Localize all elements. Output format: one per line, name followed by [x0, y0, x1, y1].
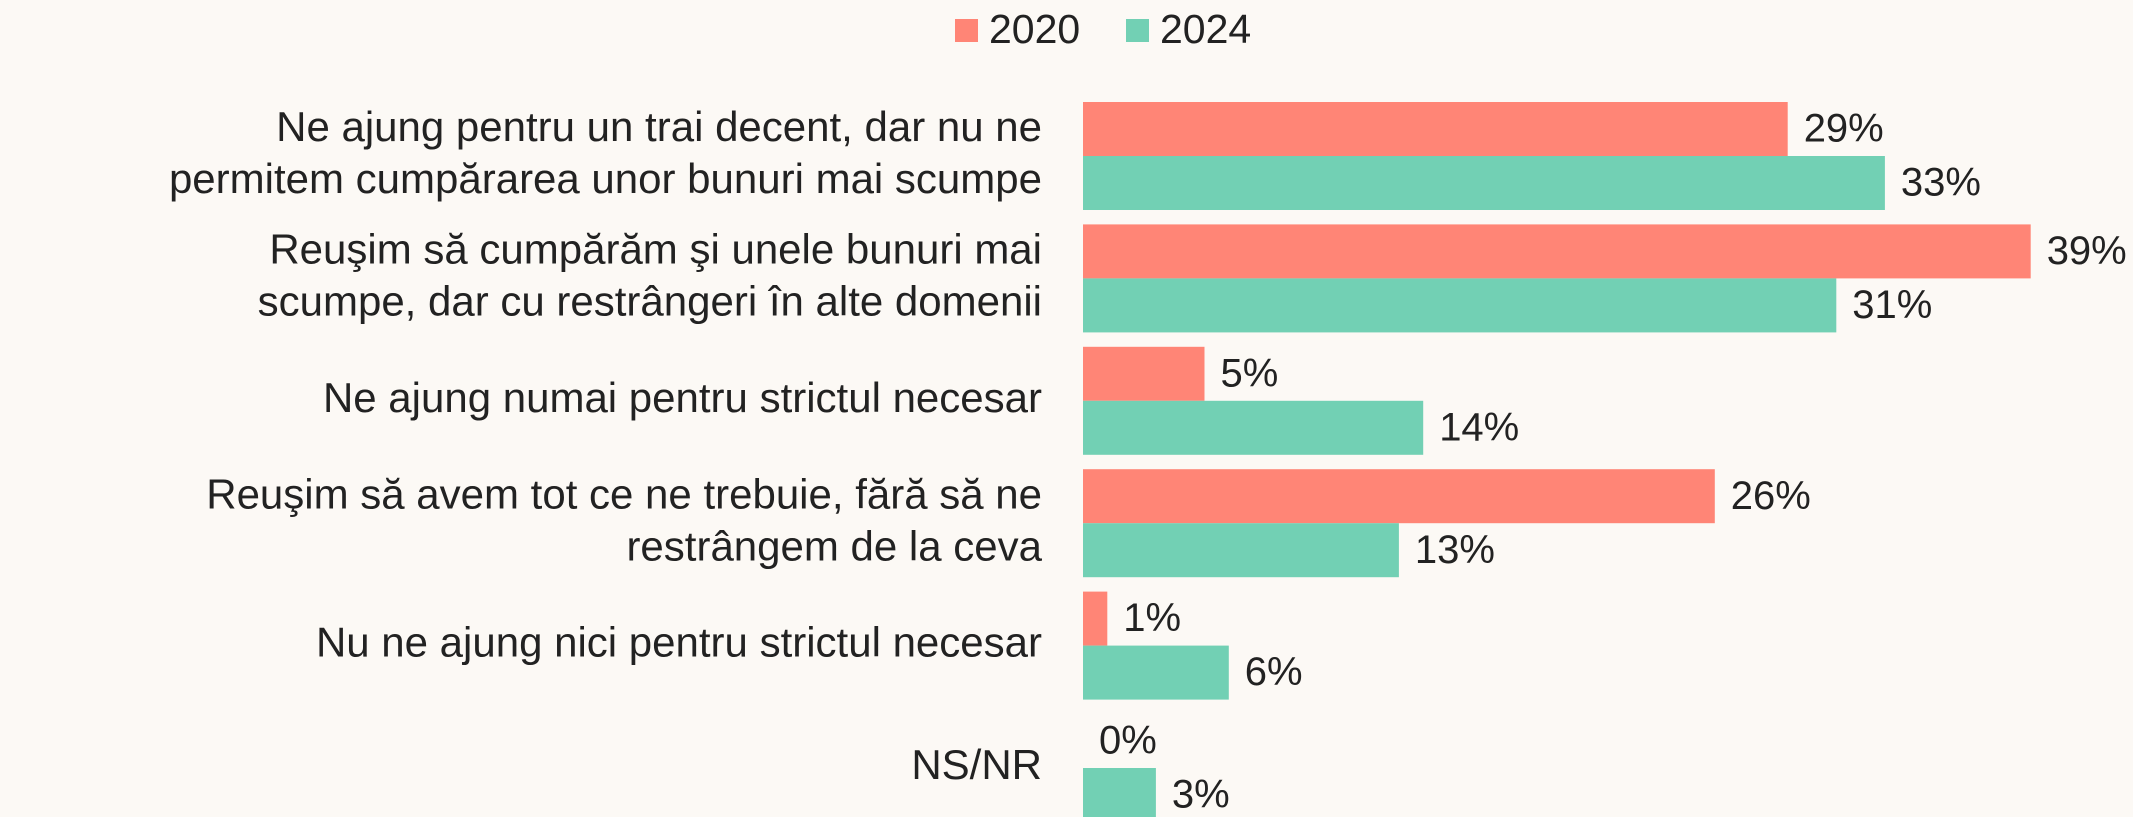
value-label: 29% — [1804, 107, 1884, 151]
legend-swatch — [955, 19, 978, 42]
category-label: scumpe, dar cu restrângeri în alte domen… — [258, 277, 1042, 324]
value-label: 6% — [1245, 650, 1303, 694]
category-label: Ne ajung pentru un trai decent, dar nu n… — [276, 103, 1042, 150]
category-label: restrângem de la ceva — [626, 522, 1042, 569]
value-label: 39% — [2047, 229, 2127, 273]
bar — [1083, 768, 1156, 817]
legend-swatch — [1126, 19, 1149, 42]
bar — [1083, 346, 1205, 401]
bar — [1083, 523, 1399, 578]
legend-label: 2020 — [989, 6, 1080, 52]
value-label: 5% — [1221, 351, 1279, 395]
category-label: NS/NR — [911, 741, 1042, 788]
bar — [1083, 278, 1837, 333]
bar — [1083, 400, 1424, 455]
value-label: 14% — [1439, 405, 1519, 449]
value-label: 0% — [1099, 719, 1157, 763]
bar — [1083, 591, 1108, 646]
value-label: 1% — [1123, 596, 1181, 640]
value-label: 31% — [1852, 283, 1932, 327]
value-label: 33% — [1901, 161, 1981, 205]
bar — [1083, 469, 1715, 524]
category-label: Reuşim să cumpărăm şi unele bunuri mai — [269, 225, 1042, 272]
bar — [1083, 224, 2031, 279]
value-label: 3% — [1172, 773, 1230, 817]
value-label: 13% — [1415, 528, 1495, 572]
legend-label: 2024 — [1160, 6, 1251, 52]
bar — [1083, 102, 1788, 156]
category-label: Ne ajung numai pentru strictul necesar — [323, 374, 1042, 421]
bar — [1083, 156, 1885, 210]
bar — [1083, 645, 1229, 700]
category-label: Reuşim să avem tot ce ne trebuie, fără s… — [206, 470, 1042, 517]
value-label: 26% — [1731, 474, 1811, 518]
category-label: Nu ne ajung nici pentru strictul necesar — [316, 619, 1042, 666]
category-label: permitem cumpărarea unor bunuri mai scum… — [169, 155, 1042, 202]
